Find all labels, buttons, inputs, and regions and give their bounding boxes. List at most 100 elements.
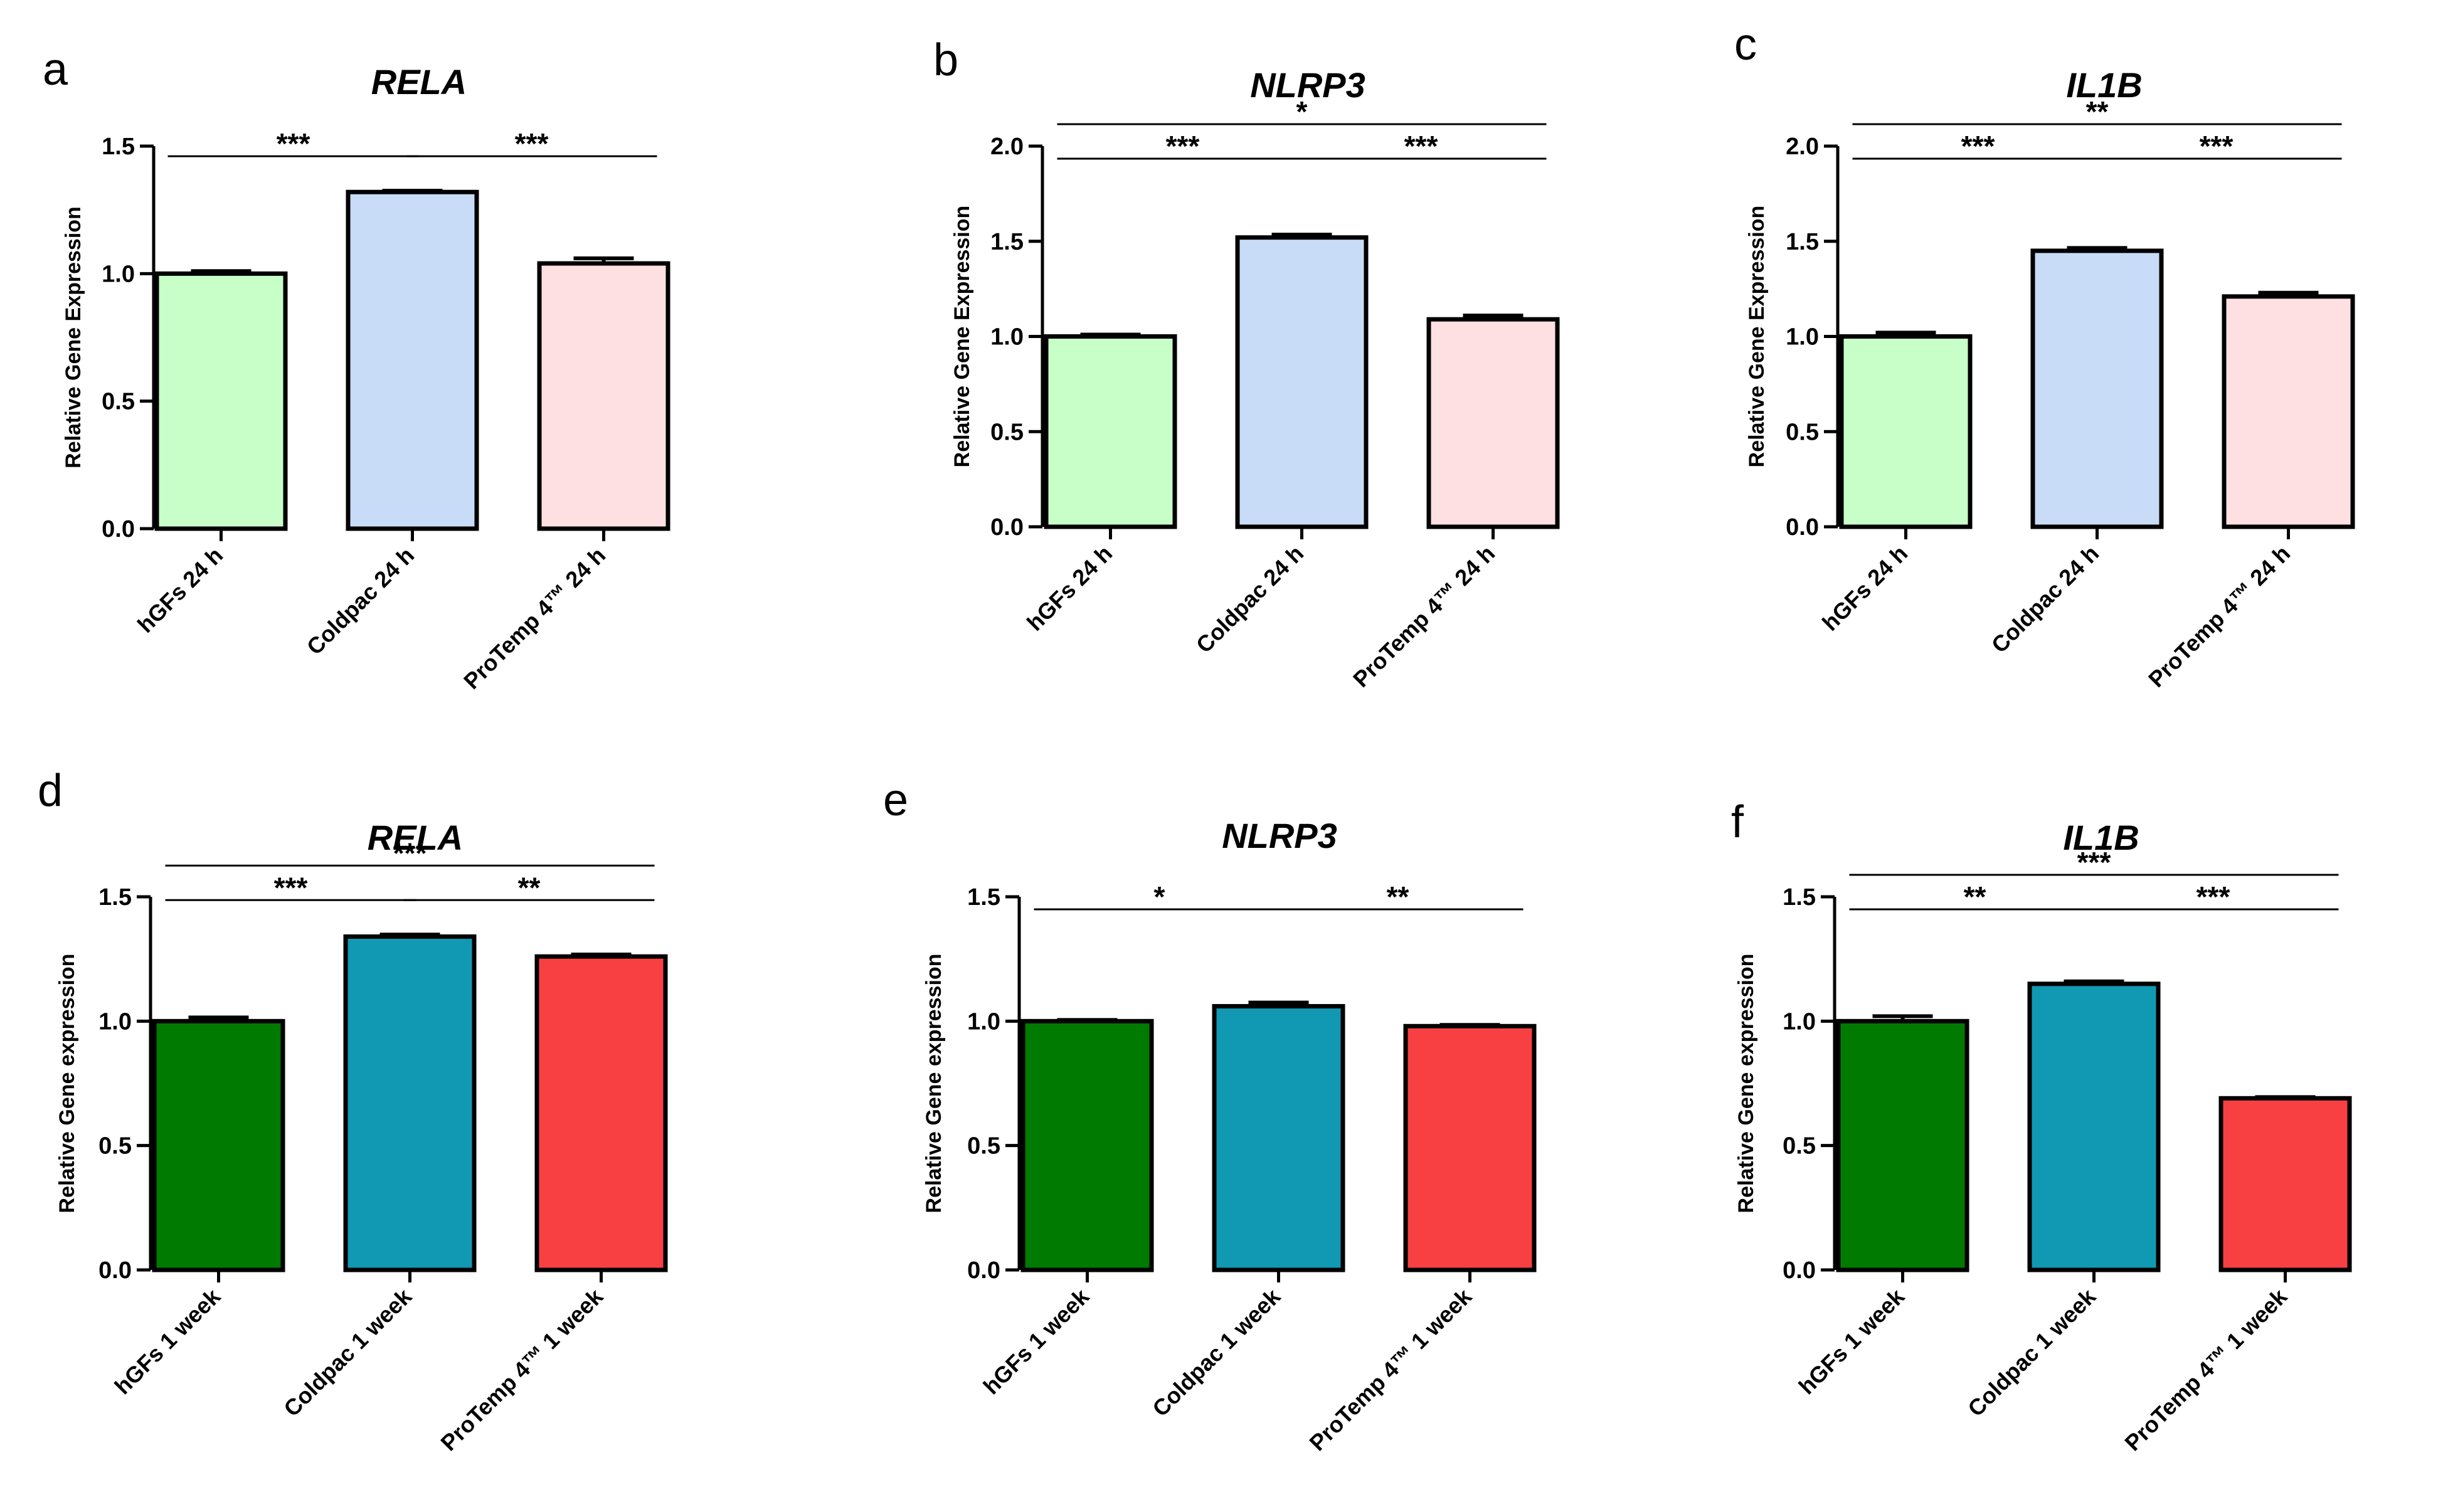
panel-f-bar-3 — [2218, 1096, 2352, 1272]
panel-e-category-label-2: Coldpac 1 week — [1147, 1283, 1286, 1422]
panel-b-ytick-label: 1.0 — [990, 324, 1024, 351]
panel-f-ylabel: Relative Gene expression — [1734, 954, 1758, 1213]
panel-f-category-label-3: ProTemp 4™ 1 week — [2119, 1283, 2292, 1456]
panel-e-sig-label-2: ** — [1387, 880, 1409, 913]
panel-d-ytick-label: 1.5 — [98, 884, 132, 911]
panel-c-bar-1 — [1839, 334, 1973, 529]
panel-b-category-label-1: hGFs 24 h — [1022, 541, 1117, 636]
panel-d-title: RELA — [368, 818, 463, 857]
panel-c-sig-label-3: ** — [2086, 95, 2109, 128]
panel-a-category-label-1: hGFs 24 h — [132, 542, 228, 638]
panel-f-bar-2 — [2027, 981, 2161, 1272]
panel-b-ytick-label: 0.5 — [990, 419, 1024, 445]
panel-a-ylabel: Relative Gene Expression — [61, 206, 85, 468]
panel-f-sig-label-3: *** — [2077, 846, 2111, 879]
panel-e-category-label-3: ProTemp 4™ 1 week — [1304, 1283, 1476, 1456]
panel-a-sig-label-1: *** — [277, 127, 310, 160]
panel-f-bar-1 — [1836, 1018, 1969, 1272]
panel-a-ytick-label: 1.0 — [102, 261, 135, 287]
panel-a-bar-2 — [346, 189, 479, 531]
panel-c-ylabel: Relative Gene Expression — [1745, 206, 1769, 468]
panel-e-ytick-label: 0.0 — [967, 1257, 1000, 1284]
panel-a-bar-3 — [537, 261, 670, 531]
panel-a-category-label-3: ProTemp 4™ 24 h — [458, 542, 610, 694]
panel-f-category-label-1: hGFs 1 week — [1794, 1283, 1910, 1399]
panel-b-sig-label-1: *** — [1166, 130, 1200, 162]
panel-e: e NLRP3 Relative Gene expression 0.0 0.5 1.0 1… — [883, 775, 1537, 1456]
panel-b-bar-1 — [1044, 334, 1177, 529]
panel-f-ytick-label: 1.0 — [1783, 1008, 1816, 1035]
panel-f: f IL1B Relative Gene expression 0.0 0.5 1.0 1.… — [1731, 797, 2352, 1456]
panel-f-letter: f — [1731, 797, 1744, 847]
panel-f-title: IL1B — [2063, 818, 2139, 857]
panel-d-sig-label-1: *** — [274, 871, 308, 904]
panel-e-bar-1 — [1020, 1018, 1154, 1272]
panel-a-bar-1 — [154, 271, 288, 531]
panel-a-ytick-label: 0.5 — [102, 389, 135, 415]
panel-a-category-label-2: Coldpac 24 h — [302, 542, 419, 660]
panel-d: d RELA Relative Gene expression 0.0 0.5 1.0 1.… — [38, 766, 668, 1456]
panel-e-sig-label-1: * — [1154, 880, 1165, 913]
panel-e-category-label-1: hGFs 1 week — [978, 1283, 1094, 1399]
panel-e-title: NLRP3 — [1222, 816, 1337, 855]
panel-f-ytick-label: 1.5 — [1783, 884, 1816, 911]
panel-c-ytick-label: 2.0 — [1786, 134, 1819, 160]
panel-b-letter: b — [933, 35, 958, 85]
panel-c-ytick-label: 0.0 — [1786, 514, 1819, 541]
panel-b-sig-label-3: * — [1296, 95, 1308, 128]
panel-b-sig-label-2: *** — [1404, 130, 1438, 162]
panel-e-ytick-label: 1.0 — [967, 1008, 1000, 1035]
panel-b: b NLRP3 Relative Gene Expression 0.0 0.5 1.0 1… — [933, 35, 1560, 692]
panel-d-ytick-label: 1.0 — [98, 1008, 132, 1035]
panel-c-bar-3 — [2222, 294, 2355, 529]
panel-f-sig-label-2: *** — [2197, 880, 2230, 913]
panel-c: c IL1B Relative Gene Expression 0.0 0.5 1.0 1.… — [1734, 19, 2355, 692]
panel-c-category-label-2: Coldpac 24 h — [1986, 541, 2104, 658]
panel-c-title: IL1B — [2066, 65, 2142, 105]
panel-c-ytick-label: 1.0 — [1786, 324, 1819, 351]
panel-d-ytick-label: 0.0 — [98, 1257, 132, 1284]
panel-b-category-label-3: ProTemp 4™ 24 h — [1348, 541, 1500, 692]
panel-f-sig-label-1: ** — [1964, 880, 1986, 913]
panel-a-sig-label-2: *** — [515, 127, 549, 160]
panel-f-ytick-label: 0.0 — [1783, 1257, 1816, 1284]
panel-d-letter: d — [38, 766, 63, 816]
panel-c-sig-label-1: *** — [1961, 130, 1995, 162]
panel-b-title: NLRP3 — [1250, 65, 1365, 105]
panel-d-bar-3 — [534, 954, 668, 1272]
panel-d-bar-1 — [152, 1018, 285, 1272]
panel-f-ytick-label: 0.5 — [1783, 1133, 1816, 1160]
panel-b-category-label-2: Coldpac 24 h — [1191, 541, 1308, 658]
panel-a-ytick-label: 1.5 — [102, 134, 135, 160]
panel-e-bar-2 — [1212, 1004, 1345, 1272]
panel-b-bar-3 — [1426, 317, 1560, 529]
panel-c-category-label-3: ProTemp 4™ 24 h — [2143, 541, 2295, 692]
panel-a: a RELA Relative Gene Expression 0.0 0.5 1.0 1.… — [43, 45, 670, 694]
panel-c-letter: c — [1734, 19, 1757, 70]
panel-b-ytick-label: 0.0 — [990, 514, 1024, 541]
panel-d-category-label-3: ProTemp 4™ 1 week — [435, 1283, 608, 1456]
panel-e-ylabel: Relative Gene expression — [922, 954, 946, 1213]
panel-a-letter: a — [43, 45, 68, 95]
panel-c-ytick-label: 1.5 — [1786, 229, 1819, 255]
panel-d-category-label-2: Coldpac 1 week — [278, 1283, 417, 1422]
panel-c-sig-label-2: *** — [2200, 130, 2234, 162]
panel-d-bar-2 — [343, 934, 477, 1272]
panel-d-sig-label-2: ** — [518, 871, 541, 904]
panel-d-sig-label-3: *** — [393, 837, 427, 869]
panel-f-category-label-2: Coldpac 1 week — [1963, 1283, 2101, 1422]
panel-c-ytick-label: 0.5 — [1786, 419, 1819, 445]
panel-e-letter: e — [883, 775, 908, 825]
panel-a-title: RELA — [371, 62, 467, 102]
panel-e-ytick-label: 1.5 — [967, 884, 1000, 911]
panel-d-category-label-1: hGFs 1 week — [110, 1283, 226, 1399]
panel-c-bar-2 — [2030, 248, 2164, 529]
panel-d-ytick-label: 0.5 — [98, 1133, 132, 1160]
panel-d-ylabel: Relative Gene expression — [55, 954, 79, 1213]
panel-b-bar-2 — [1235, 235, 1369, 529]
panel-b-ytick-label: 2.0 — [990, 134, 1024, 160]
panel-c-category-label-1: hGFs 24 h — [1817, 541, 1912, 636]
panel-a-ytick-label: 0.0 — [102, 516, 135, 542]
panel-b-ylabel: Relative Gene Expression — [950, 206, 974, 468]
